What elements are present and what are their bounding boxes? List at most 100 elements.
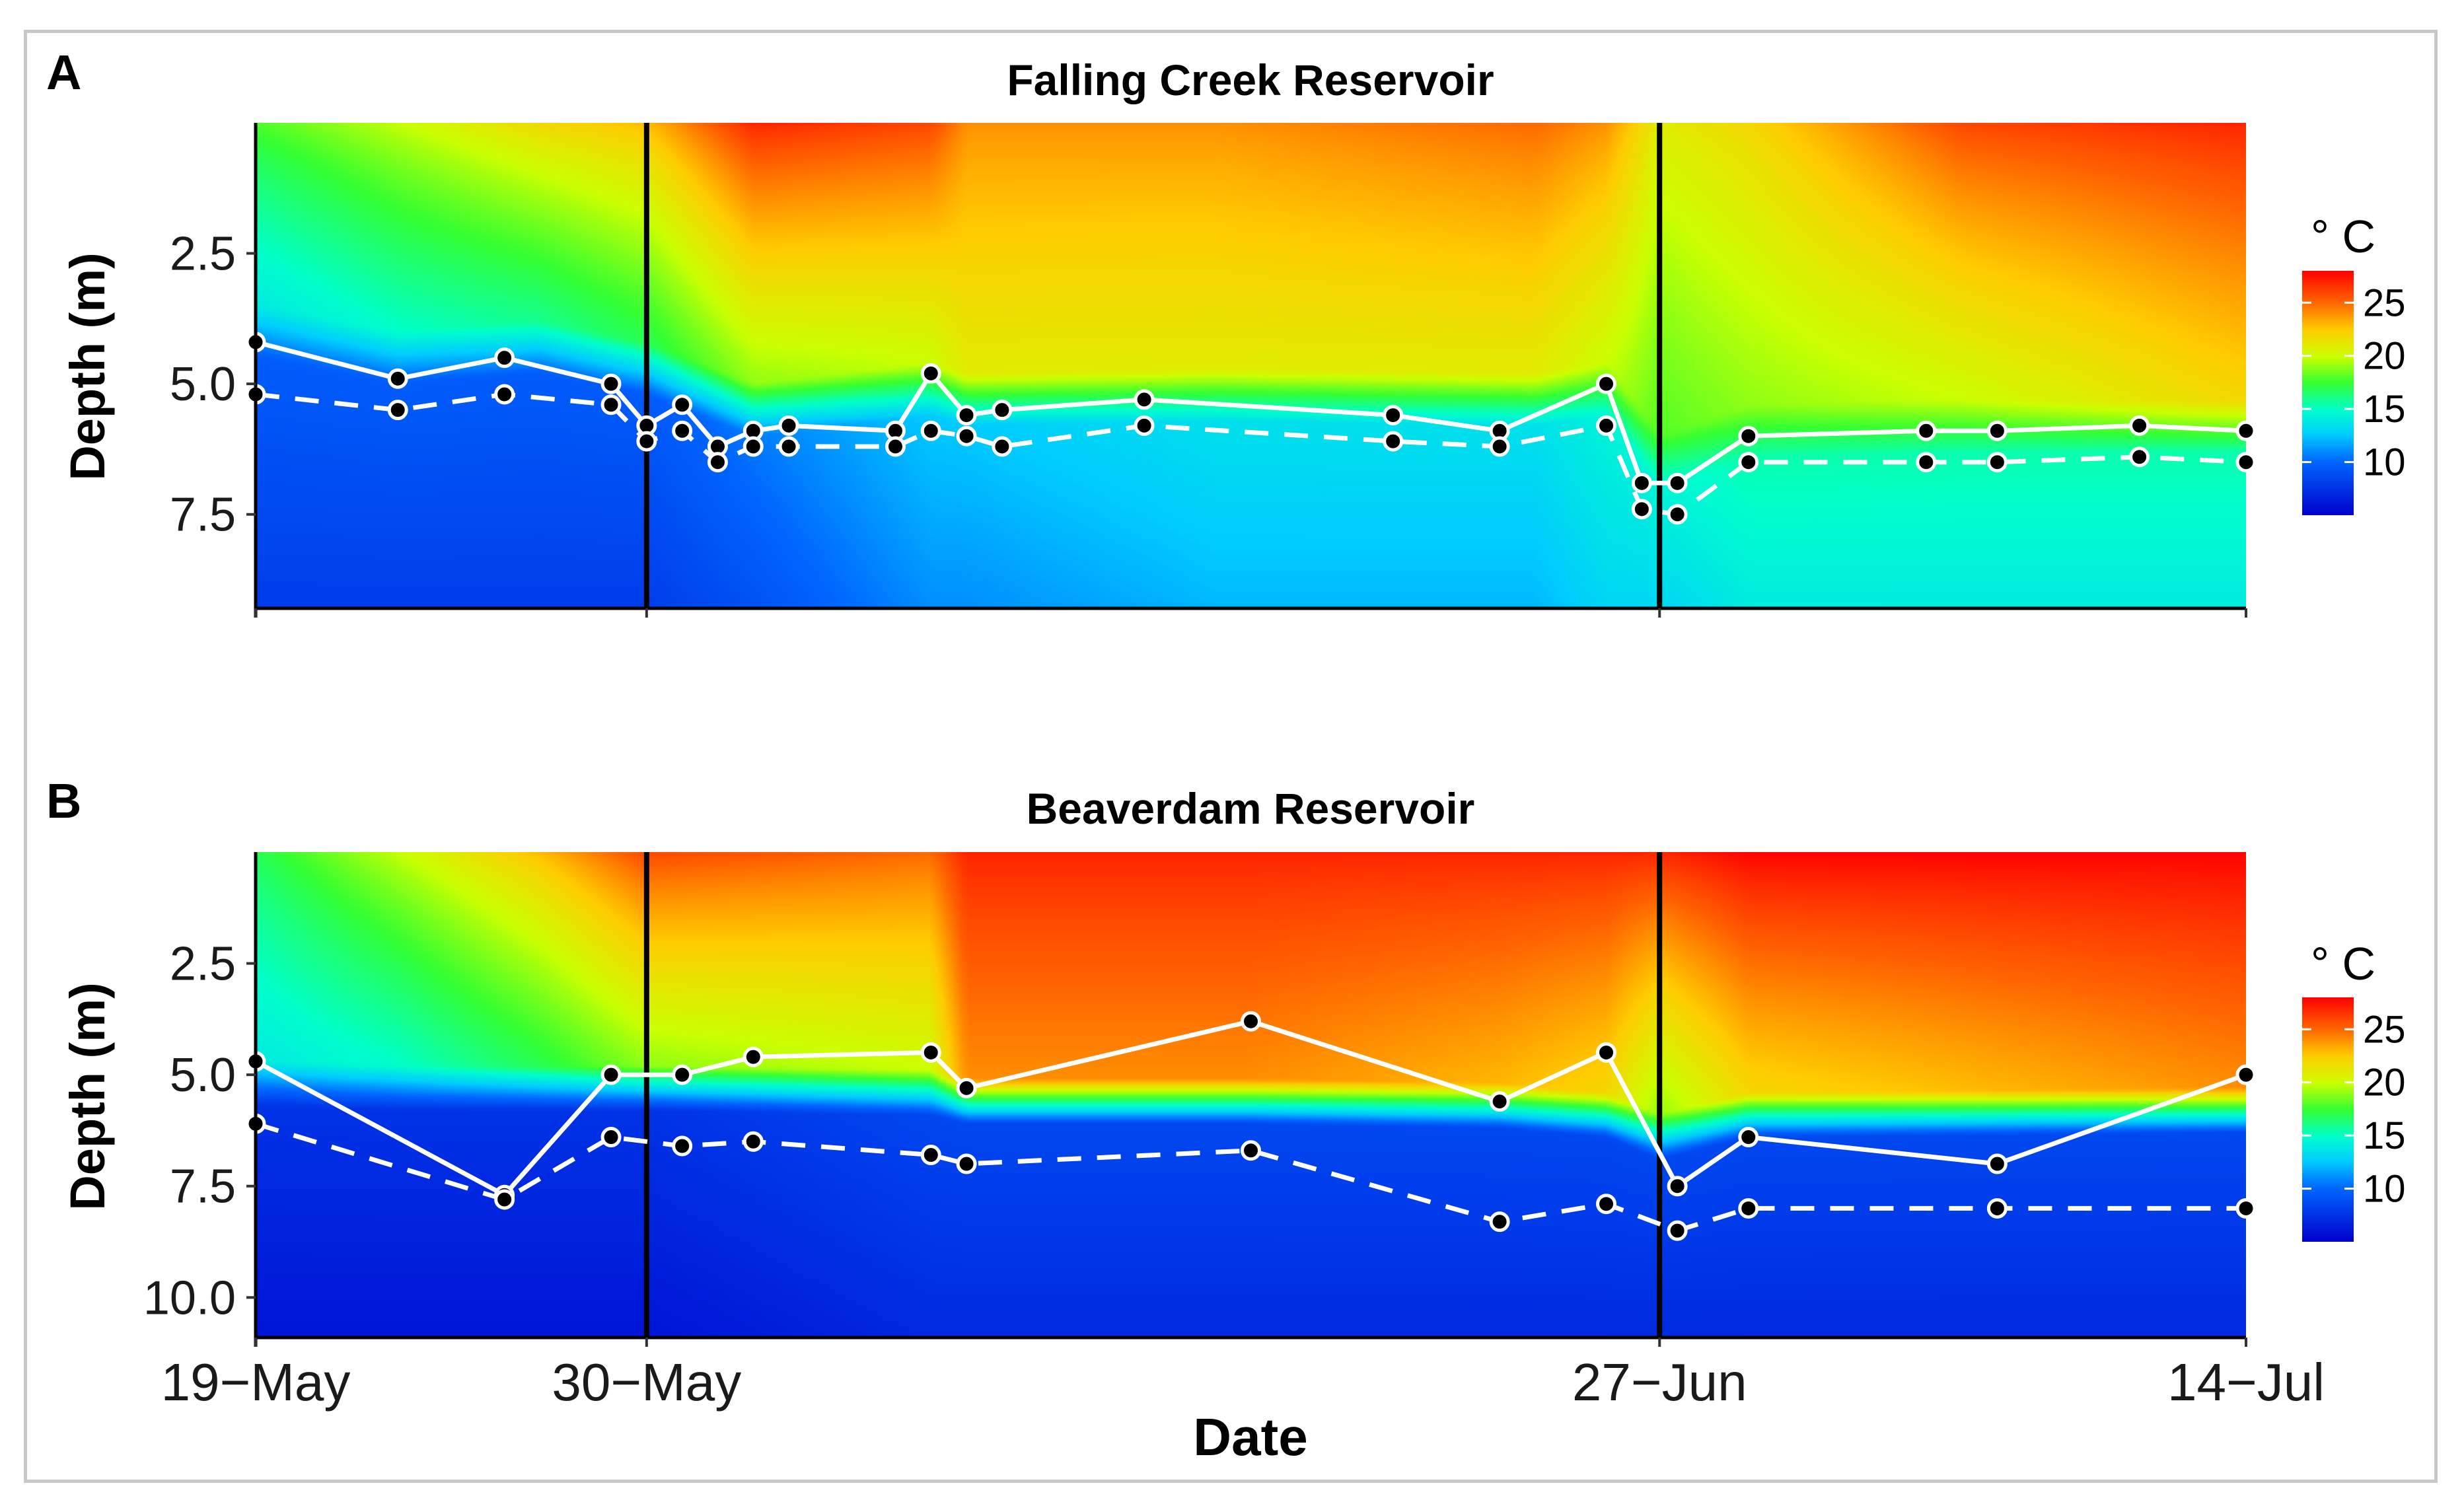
x-tick-label: 19−May bbox=[161, 1353, 351, 1412]
solid-line-point bbox=[1383, 405, 1404, 426]
dashed-line-point bbox=[494, 384, 515, 405]
dashed-line-point bbox=[1489, 436, 1510, 457]
dashed-line-point bbox=[1986, 452, 2008, 473]
solid-line-point bbox=[920, 363, 941, 384]
dashed-line-point bbox=[672, 420, 693, 441]
dashed-line-point bbox=[1489, 1211, 1510, 1233]
dashed-line-point bbox=[2235, 452, 2257, 473]
dashed-line-point bbox=[1986, 1198, 2008, 1219]
solid-line-point bbox=[2235, 1064, 2257, 1085]
dashed-line-point bbox=[600, 394, 622, 415]
x-tick-label: 27−Jun bbox=[1572, 1353, 1747, 1412]
solid-line-point bbox=[956, 1077, 977, 1098]
dashed-line-point bbox=[600, 1127, 622, 1148]
dashed-line-point bbox=[1667, 1220, 1688, 1241]
solid-line-point bbox=[672, 1064, 693, 1085]
legend-tick-label: 20 bbox=[2363, 1061, 2406, 1104]
y-tick-label: 2.5 bbox=[170, 938, 236, 991]
dashed-line-point bbox=[920, 420, 941, 441]
dashed-line-point bbox=[2129, 447, 2150, 468]
solid-line-point bbox=[1667, 1176, 1688, 1197]
panel-a-letter: A bbox=[46, 45, 81, 100]
solid-line-point bbox=[494, 347, 515, 369]
x-tick-label: 30−May bbox=[552, 1353, 741, 1412]
dashed-line-point bbox=[1631, 499, 1652, 520]
x-tick-label: 14−Jul bbox=[2167, 1353, 2325, 1412]
solid-line-point bbox=[956, 405, 977, 426]
dashed-line-point bbox=[992, 436, 1013, 457]
solid-line-series bbox=[254, 1019, 2247, 1198]
panel-a-title: Falling Creek Reservoir bbox=[1007, 55, 1494, 104]
y-tick-label: 7.5 bbox=[170, 489, 236, 542]
dashed-line-point bbox=[885, 436, 906, 457]
solid-line-point bbox=[1916, 420, 1937, 441]
dashed-line-point bbox=[636, 431, 657, 452]
dashed-line-point bbox=[1667, 504, 1688, 525]
figure-frame bbox=[24, 30, 2438, 1483]
panel-b-lines bbox=[245, 1011, 2257, 1241]
solid-line-point bbox=[1489, 1091, 1510, 1112]
temperature-raster bbox=[256, 123, 2246, 608]
dashed-line-point bbox=[1916, 452, 1937, 473]
solid-line-point bbox=[387, 368, 408, 389]
dashed-line-point bbox=[1596, 415, 1617, 436]
dashed-line-point bbox=[778, 436, 799, 457]
solid-line-point bbox=[2129, 415, 2150, 436]
panel-a-vlines bbox=[643, 123, 1663, 608]
solid-line-point bbox=[1667, 472, 1688, 493]
dashed-line-point bbox=[1596, 1194, 1617, 1215]
legend-tick-label: 15 bbox=[2363, 1114, 2406, 1157]
solid-line-point bbox=[1986, 1153, 2008, 1174]
legend-tick-label: 10 bbox=[2363, 1168, 2406, 1211]
dashed-line-point bbox=[1383, 431, 1404, 452]
panel-a-y-axis-label: Depth (m) bbox=[60, 252, 115, 480]
legend-tick-label: 20 bbox=[2363, 335, 2406, 378]
legend-colorbar bbox=[2302, 271, 2354, 515]
dashed-line-point bbox=[956, 1153, 977, 1174]
dashed-line-point bbox=[387, 400, 408, 421]
panel-b-heatmap bbox=[256, 852, 2246, 1338]
y-tick-label: 2.5 bbox=[170, 228, 236, 281]
solid-line-point bbox=[2235, 420, 2257, 441]
y-tick-label: 5.0 bbox=[170, 358, 236, 411]
panel-b-letter: B bbox=[46, 773, 81, 828]
dashed-line-point bbox=[743, 1131, 764, 1152]
solid-line-point bbox=[1596, 1042, 1617, 1063]
panel-a-legend: ° C 10 15 20 25 bbox=[2302, 211, 2406, 515]
panel-a: A Falling Creek Reservoir Depth (m) 2.5 5… bbox=[46, 45, 2406, 618]
y-tick-label: 7.5 bbox=[170, 1161, 236, 1213]
solid-line-point bbox=[743, 1046, 764, 1067]
dashed-line-point bbox=[494, 1189, 515, 1210]
panel-b-legend: ° C 10 15 20 25 bbox=[2302, 938, 2406, 1242]
solid-line-point bbox=[1596, 373, 1617, 394]
solid-line-point bbox=[600, 373, 622, 394]
dashed-line-point bbox=[1134, 415, 1155, 436]
legend-colorbar bbox=[2302, 997, 2354, 1242]
solid-line-point bbox=[1986, 420, 2008, 441]
temperature-raster bbox=[256, 852, 2246, 1338]
dashed-line-point bbox=[956, 425, 977, 447]
solid-line-point bbox=[1134, 389, 1155, 410]
panel-b-y-axis-label: Depth (m) bbox=[60, 982, 115, 1210]
dashed-line-point bbox=[1738, 452, 1759, 473]
panel-b: B Beaverdam Reservoir Depth (m) 2.5 5.0 7.… bbox=[46, 773, 2406, 1412]
y-tick-label: 10.0 bbox=[143, 1271, 236, 1324]
panel-b-vlines bbox=[643, 852, 1663, 1338]
dashed-line-point bbox=[707, 452, 728, 473]
dashed-line-point bbox=[743, 436, 764, 457]
x-axis-label: Date bbox=[1193, 1408, 1307, 1466]
panel-a-axes: 2.5 5.0 7.5 bbox=[170, 123, 2247, 618]
panel-a-lines bbox=[245, 332, 2257, 525]
solid-line-point bbox=[920, 1042, 941, 1063]
dashed-line-point bbox=[1241, 1140, 1261, 1161]
dashed-line-point bbox=[920, 1145, 941, 1166]
solid-line-point bbox=[1738, 1127, 1759, 1148]
solid-line-point bbox=[600, 1064, 622, 1085]
panel-b-title: Beaverdam Reservoir bbox=[1027, 784, 1475, 833]
dashed-line-point bbox=[672, 1135, 693, 1157]
solid-line-point bbox=[672, 394, 693, 415]
dashed-line-series bbox=[254, 1121, 2246, 1233]
solid-line-point bbox=[778, 415, 799, 436]
legend-tick-label: 25 bbox=[2363, 281, 2406, 324]
